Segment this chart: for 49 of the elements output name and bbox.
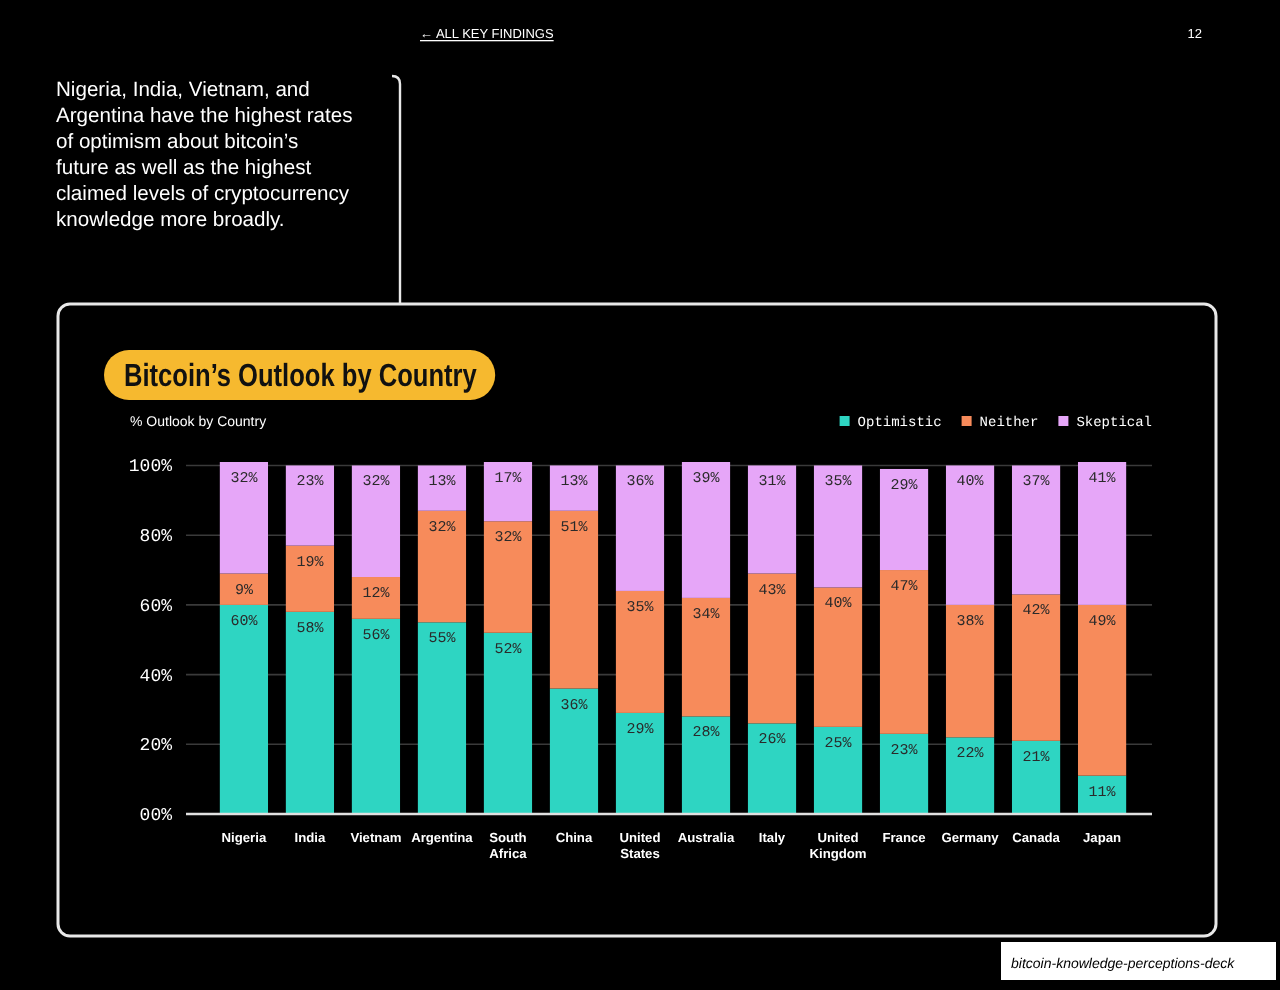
bar <box>1077 604 1127 776</box>
bar <box>285 611 335 814</box>
bar <box>417 622 467 814</box>
bar <box>1077 462 1127 605</box>
bar <box>351 577 401 619</box>
bar <box>483 521 533 633</box>
y-tick-label: 20% <box>139 736 174 757</box>
bar <box>681 716 731 814</box>
bar <box>351 465 401 578</box>
bar <box>813 587 863 727</box>
bar <box>945 737 995 814</box>
bar <box>681 462 731 598</box>
bar <box>219 573 269 605</box>
y-tick-label: 60% <box>139 596 174 617</box>
bar <box>549 510 599 689</box>
bar <box>219 604 269 814</box>
chart-subtitle: Nigeria, India, Vietnam, and Argentina have the highest rates of optimism about bitcoin’s future as well as the highest claimed levels of cryptocurrency knowledge more broadly. <box>56 80 353 232</box>
bar <box>483 462 533 522</box>
bar <box>1011 465 1061 595</box>
bar <box>879 733 929 814</box>
y-tick-label: 00% <box>139 806 174 826</box>
bar <box>879 468 929 571</box>
bar <box>351 618 401 814</box>
chart-title: Bitcoin’s Outlook by Country <box>124 359 477 395</box>
bar <box>1011 740 1061 814</box>
y-tick-label: 80% <box>139 527 174 548</box>
bar <box>549 688 599 814</box>
bar <box>813 726 863 814</box>
bar <box>945 604 995 738</box>
y-tick-label: 100% <box>128 457 174 478</box>
bar <box>747 573 797 724</box>
bar <box>813 465 863 588</box>
bar <box>681 597 731 717</box>
y-tick-label: 40% <box>139 666 174 687</box>
bar <box>219 462 269 574</box>
bar <box>615 590 665 713</box>
bar <box>747 723 797 814</box>
bar <box>615 712 665 814</box>
bar <box>945 465 995 605</box>
bar <box>483 632 533 814</box>
bar <box>285 465 335 546</box>
bar <box>417 510 467 623</box>
bar <box>285 545 335 612</box>
bar <box>879 570 929 734</box>
bar <box>549 465 599 511</box>
bar <box>747 465 797 574</box>
bar <box>1011 594 1061 741</box>
bar <box>615 465 665 591</box>
bar <box>417 465 467 511</box>
